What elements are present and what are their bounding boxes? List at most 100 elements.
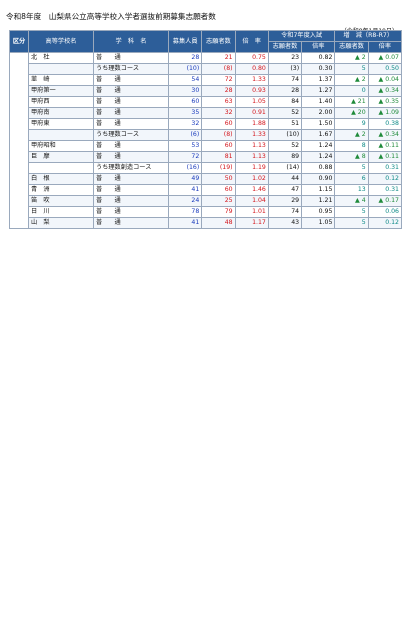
cell-pr: 0.82	[301, 52, 336, 64]
cell-pa: 52	[267, 140, 303, 152]
cell-course: うち理数創造コース	[93, 162, 169, 174]
table-row: 日 川普 通 78 79 1.01 74 0.95 5 0.06	[10, 206, 403, 218]
table-row: うち理数コース (6) (8) 1.33 (10) 1.67 ▲ 2 ▲ 0.34	[10, 129, 403, 141]
section-label	[9, 52, 29, 229]
cell-dr: ▲ 0.34	[367, 129, 403, 141]
cell-pa: 29	[267, 195, 303, 207]
cell-school: 甲府第一	[28, 85, 94, 97]
cell-q: 78	[167, 206, 203, 218]
cell-pa: (10)	[267, 129, 303, 141]
cell-pa: 44	[267, 173, 303, 185]
cell-r: 1.02	[234, 173, 269, 185]
cell-a: 81	[201, 151, 236, 163]
cell-a: 32	[201, 107, 236, 119]
cell-dr: ▲ 0.07	[367, 52, 403, 64]
cell-pr: 0.88	[301, 162, 336, 174]
cell-a: 48	[201, 217, 236, 229]
header-change-applicants: 志願者数	[334, 41, 369, 53]
cell-a: 72	[201, 74, 236, 86]
cell-r: 1.01	[234, 206, 269, 218]
cell-a: (8)	[201, 63, 236, 75]
cell-course: うち理数コース	[93, 63, 169, 75]
cell-q: 54	[167, 74, 203, 86]
cell-school: 北 杜	[28, 52, 94, 64]
table-row: 甲府西普 通 60 63 1.05 84 1.40 ▲ 21 ▲ 0.35	[10, 96, 403, 108]
header-section: 区分	[9, 30, 29, 53]
cell-course: 普 通	[93, 217, 169, 229]
cell-pa: 51	[267, 118, 303, 130]
cell-pr: 2.00	[301, 107, 336, 119]
header-change-ratio: 倍率	[367, 41, 403, 53]
cell-dr: 0.50	[367, 63, 403, 75]
cell-course: 普 通	[93, 206, 169, 218]
cell-r: 0.91	[234, 107, 269, 119]
cell-school: 青 洲	[28, 184, 94, 196]
cell-dr: 0.06	[367, 206, 403, 218]
table-row: 巨 摩普 通 72 81 1.13 89 1.24 ▲ 8 ▲ 0.11	[10, 151, 403, 163]
cell-r: 1.13	[234, 140, 269, 152]
cell-pr: 1.21	[301, 195, 336, 207]
cell-q: 32	[167, 118, 203, 130]
cell-a: 28	[201, 85, 236, 97]
cell-da: ▲ 2	[334, 52, 369, 64]
cell-r: 1.04	[234, 195, 269, 207]
cell-pr: 1.67	[301, 129, 336, 141]
table-row: 青 洲普 通 41 60 1.46 47 1.15 13 0.31	[10, 184, 403, 196]
cell-dr: ▲ 0.17	[367, 195, 403, 207]
cell-da: 9	[334, 118, 369, 130]
cell-dr: 0.31	[367, 184, 403, 196]
cell-r: 1.33	[234, 129, 269, 141]
cell-dr: ▲ 1.09	[367, 107, 403, 119]
cell-r: 0.93	[234, 85, 269, 97]
cell-da: 5	[334, 162, 369, 174]
cell-q: 35	[167, 107, 203, 119]
cell-pa: 74	[267, 206, 303, 218]
cell-q: (16)	[167, 162, 203, 174]
cell-pr: 1.27	[301, 85, 336, 97]
header-applicants: 志願者数	[201, 30, 236, 53]
cell-da: ▲ 2	[334, 129, 369, 141]
cell-da: ▲ 21	[334, 96, 369, 108]
cell-a: (19)	[201, 162, 236, 174]
cell-pa: 74	[267, 74, 303, 86]
cell-a: (8)	[201, 129, 236, 141]
table-row: 甲府昭和普 通 53 60 1.13 52 1.24 8 ▲ 0.11	[10, 140, 403, 152]
cell-course: 普 通	[93, 173, 169, 185]
cell-dr: ▲ 0.35	[367, 96, 403, 108]
table-row: 白 根普 通 49 50 1.02 44 0.90 6 0.12	[10, 173, 403, 185]
cell-dr: ▲ 0.34	[367, 85, 403, 97]
cell-q: 60	[167, 96, 203, 108]
cell-pr: 0.90	[301, 173, 336, 185]
cell-da: 6	[334, 173, 369, 185]
cell-da: 5	[334, 217, 369, 229]
cell-da: ▲ 4	[334, 195, 369, 207]
table-row: 北 杜普 通 28 21 0.75 23 0.82 ▲ 2 ▲ 0.07	[9, 52, 403, 229]
cell-pa: (14)	[267, 162, 303, 174]
cell-course: 普 通	[93, 118, 169, 130]
cell-school	[28, 162, 94, 174]
cell-r: 1.13	[234, 151, 269, 163]
table-row: うち理数創造コース (16) (19) 1.19 (14) 0.88 5 0.31	[10, 162, 403, 174]
cell-a: 63	[201, 96, 236, 108]
cell-pr: 1.50	[301, 118, 336, 130]
cell-school: 韮 崎	[28, 74, 94, 86]
cell-a: 79	[201, 206, 236, 218]
cell-q: 49	[167, 173, 203, 185]
cell-school: 日 川	[28, 206, 94, 218]
page-title: 令和8年度 山梨県公立高等学校入学者選抜前期募集志願者数	[6, 12, 216, 21]
cell-a: 25	[201, 195, 236, 207]
cell-school: 巨 摩	[28, 151, 94, 163]
cell-da: ▲ 20	[334, 107, 369, 119]
cell-pr: 1.24	[301, 151, 336, 163]
header-change-group: 増 減（R8-R7）	[334, 30, 402, 42]
header-prev-applicants: 志願者数	[267, 41, 303, 53]
cell-pa: 43	[267, 217, 303, 229]
cell-dr: ▲ 0.11	[367, 151, 403, 163]
cell-pa: 28	[267, 85, 303, 97]
cell-pa: (3)	[267, 63, 303, 75]
cell-a: 60	[201, 140, 236, 152]
cell-da: ▲ 2	[334, 74, 369, 86]
table-row: 甲府東普 通 32 60 1.88 51 1.50 9 0.38	[10, 118, 403, 130]
cell-course: 普 通	[93, 52, 169, 64]
